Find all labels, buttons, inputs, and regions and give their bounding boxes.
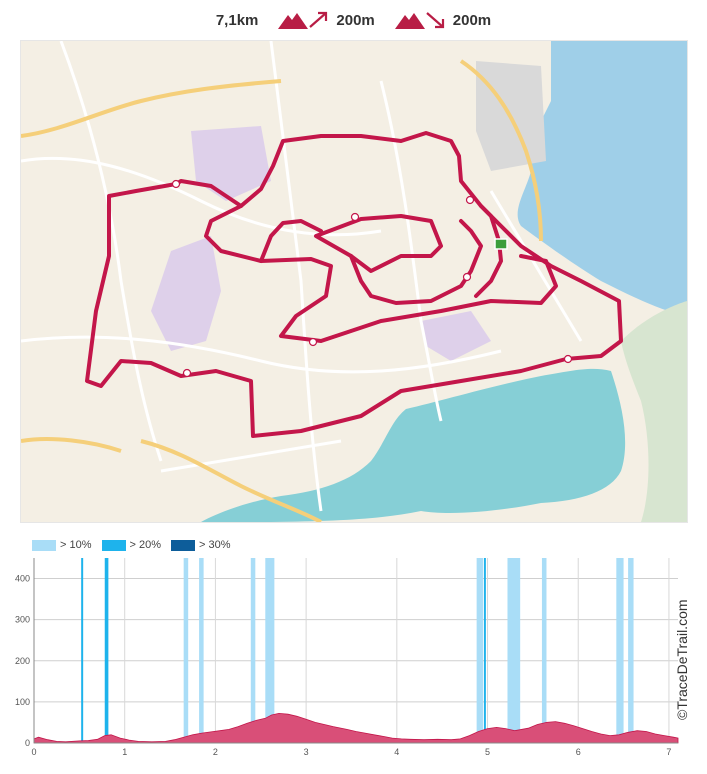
- legend-item-10: > 10%: [32, 539, 92, 551]
- y-tick-label: 300: [15, 615, 30, 625]
- steep-segment: [628, 558, 634, 743]
- descent-value: 200m: [452, 11, 492, 29]
- x-tick-label: 0: [31, 747, 36, 757]
- steep-segment: [476, 558, 483, 743]
- distance-stat: 7,1km: [216, 12, 259, 29]
- x-tick-label: 1: [122, 747, 127, 757]
- legend-label-30: > 30%: [199, 539, 231, 551]
- steep-segment: [483, 558, 486, 743]
- legend-label-20: > 20%: [129, 539, 162, 551]
- km-marker: [465, 195, 475, 205]
- y-tick-label: 400: [15, 574, 30, 584]
- park-area: [151, 236, 221, 351]
- y-tick-label: 100: [15, 697, 30, 707]
- steep-segment: [265, 558, 275, 743]
- steepness-legend: > 10% > 20% > 30%: [32, 536, 231, 554]
- park-area-3: [421, 311, 491, 361]
- legend-item-30: > 30%: [171, 539, 231, 551]
- km-marker: [563, 354, 573, 364]
- steep-segment: [104, 558, 109, 743]
- x-tick-label: 2: [213, 747, 218, 757]
- y-tick-label: 200: [15, 656, 30, 666]
- steep-segment: [250, 558, 256, 743]
- legend-swatch-20: [101, 539, 126, 551]
- coast-green: [621, 301, 687, 522]
- ascent-icon: [278, 11, 328, 29]
- main-roads: [21, 59, 543, 522]
- km-marker: [182, 368, 192, 378]
- sea-lower: [201, 368, 626, 522]
- legend-swatch-10: [32, 539, 56, 551]
- x-tick-label: 7: [666, 747, 671, 757]
- legend-swatch-30: [171, 539, 195, 551]
- legend-label-10: > 10%: [60, 539, 92, 551]
- km-marker: [171, 179, 181, 189]
- sea-upper: [517, 41, 687, 316]
- x-tick-label: 5: [485, 747, 490, 757]
- elevation-profile[interactable]: 0 100 200 300 400 0 1 2 3 4 5 6 7: [0, 555, 707, 774]
- descent-icon: [394, 12, 444, 29]
- start-marker: [494, 238, 508, 250]
- x-tick-label: 4: [394, 747, 399, 757]
- km-markers: [171, 179, 573, 378]
- legend-item-20: > 20%: [101, 539, 162, 551]
- route-stats: 7,1km 200m 200m: [0, 0, 707, 40]
- credit-text: ©TraceDeTrail.com: [674, 599, 690, 720]
- km-marker: [308, 337, 318, 347]
- route-map[interactable]: [20, 40, 688, 523]
- y-tick-label: 0: [25, 738, 30, 748]
- steep-segment: [541, 558, 547, 743]
- steep-segment: [616, 558, 624, 743]
- descent-stat: 200m: [393, 9, 491, 31]
- route-trace: [85, 131, 623, 438]
- km-marker: [462, 272, 472, 282]
- steep-segment: [199, 558, 204, 743]
- km-marker: [350, 212, 360, 222]
- distance-value: 7,1km: [215, 11, 259, 29]
- steep-segment: [183, 558, 189, 743]
- x-tick-label: 3: [304, 747, 309, 757]
- park-area-2: [191, 126, 271, 201]
- x-tick-label: 6: [576, 747, 581, 757]
- steep-segment: [81, 558, 84, 743]
- ascent-value: 200m: [336, 11, 375, 29]
- steep-segment: [507, 558, 521, 743]
- elevation-area: [33, 712, 679, 744]
- ascent-stat: 200m: [276, 9, 375, 31]
